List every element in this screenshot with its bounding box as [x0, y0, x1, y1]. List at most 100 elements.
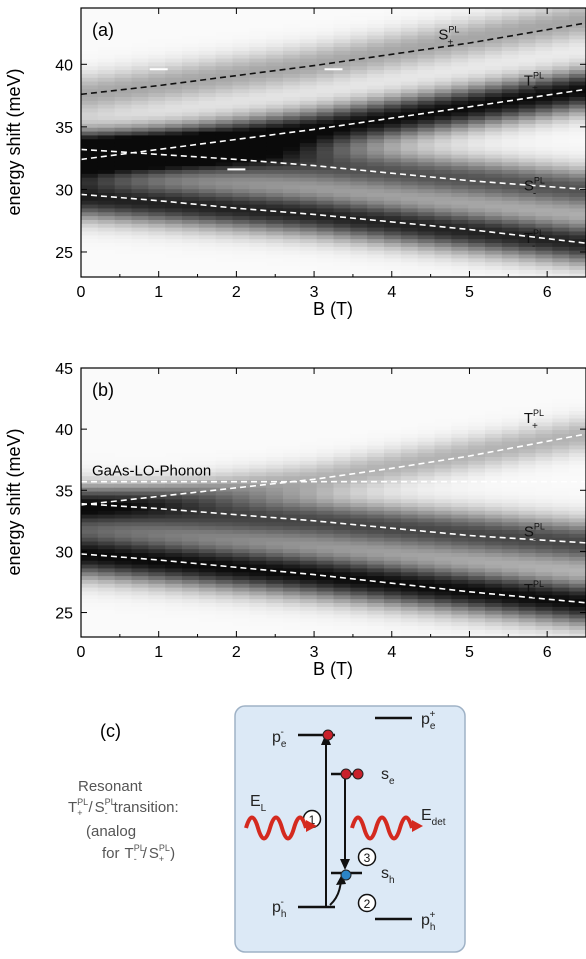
heatmap-cell: [367, 161, 385, 167]
heatmap-cell: [367, 444, 385, 450]
heatmap-cell: [518, 57, 537, 63]
heatmap-cell: [283, 269, 301, 274]
heatmap-cell: [468, 433, 486, 438]
heatmap-cell: [182, 54, 200, 59]
heatmap-cell: [333, 138, 351, 144]
heatmap-cell: [182, 448, 200, 454]
heatmap-cell: [114, 92, 133, 97]
heatmap-cell: [384, 464, 402, 469]
heatmap-cell: [333, 157, 351, 163]
heatmap-cell: [182, 161, 200, 167]
heatmap-cell: [182, 398, 200, 404]
heatmap-cell: [316, 517, 335, 523]
heatmap-cell: [417, 15, 436, 21]
heatmap-cell: [485, 629, 503, 634]
heatmap-cell: [148, 92, 166, 97]
heatmap-cell: [468, 253, 486, 259]
heatmap-cell: [316, 433, 335, 438]
heatmap-cell: [131, 150, 149, 155]
heatmap-cell: [198, 46, 217, 51]
heatmap-cell: [569, 571, 586, 577]
heatmap-cell: [434, 127, 452, 132]
heatmap-cell: [81, 77, 99, 82]
heatmap-cell: [97, 375, 116, 381]
heatmap-cell: [266, 467, 284, 473]
heatmap-cell: [552, 448, 570, 454]
heatmap-cell: [182, 571, 200, 577]
heatmap-cell: [417, 46, 436, 51]
heatmap-cell: [518, 196, 537, 201]
heatmap-cell: [384, 514, 402, 519]
heatmap-cell: [81, 269, 99, 274]
heatmap-cell: [215, 579, 234, 584]
heatmap-cell: [249, 460, 267, 465]
heatmap-cell: [148, 521, 166, 527]
heatmap-cell: [299, 253, 318, 259]
heatmap-cell: [232, 246, 250, 251]
heatmap-cell: [501, 533, 520, 538]
heatmap-cell: [232, 227, 250, 232]
heatmap-cell: [434, 563, 452, 569]
heatmap-cell: [501, 514, 520, 519]
heatmap-cell: [266, 464, 284, 469]
heatmap-cell: [131, 425, 149, 431]
heatmap-cell: [384, 433, 402, 438]
heatmap-cell: [81, 150, 99, 155]
heatmap-cell: [367, 452, 385, 457]
heatmap-cell: [215, 261, 234, 267]
heatmap-cell: [518, 510, 537, 515]
heatmap-cell: [182, 533, 200, 538]
heatmap-cell: [501, 606, 520, 611]
heatmap-cell: [198, 61, 217, 67]
heatmap-cell: [198, 15, 217, 21]
heatmap-cell: [249, 154, 267, 159]
heatmap-cell: [148, 15, 166, 21]
heatmap-cell: [384, 617, 402, 623]
heatmap-cell: [518, 203, 537, 209]
heatmap-cell: [316, 571, 335, 577]
heatmap-cell: [215, 490, 234, 496]
heatmap-cell: [350, 594, 368, 600]
heatmap-cell: [451, 452, 469, 457]
heatmap-cell: [266, 92, 284, 97]
heatmap-cell: [384, 517, 402, 523]
heatmap-cell: [367, 34, 385, 40]
heatmap-cell: [400, 421, 419, 427]
heatmap-cell: [249, 238, 267, 244]
heatmap-cell: [468, 200, 486, 205]
heatmap-cell: [350, 429, 368, 434]
heatmap-cell: [501, 23, 520, 28]
heatmap-cell: [299, 261, 318, 267]
heatmap-cell: [468, 203, 486, 209]
heatmap-cell: [182, 34, 200, 40]
heatmap-cell: [215, 184, 234, 190]
heatmap-cell: [468, 65, 486, 71]
heatmap-cell: [501, 540, 520, 546]
heatmap-cell: [299, 134, 318, 140]
heatmap-cell: [569, 460, 586, 465]
heatmap-cell: [81, 510, 99, 515]
heatmap-cell: [417, 115, 436, 121]
heatmap-cell: [97, 177, 116, 182]
heatmap-cell: [485, 537, 503, 542]
heatmap-cell: [299, 540, 318, 546]
heatmap-cell: [350, 188, 368, 194]
heatmap-cell: [333, 629, 351, 634]
heatmap-cell: [333, 560, 351, 565]
heatmap-cell: [518, 490, 537, 496]
heatmap-cell: [299, 383, 318, 388]
heatmap-cell: [283, 606, 301, 611]
heatmap-cell: [400, 77, 419, 82]
heatmap-cell: [266, 173, 284, 178]
heatmap-cell: [283, 529, 301, 534]
heatmap-cell: [198, 134, 217, 140]
heatmap-cell: [114, 594, 133, 600]
step-2-number: 2: [364, 897, 371, 911]
heatmap-cell: [367, 142, 385, 147]
heatmap-cell: [215, 498, 234, 504]
heatmap-cell: [316, 579, 335, 584]
fit-line-tpl-plus: [81, 88, 586, 161]
heatmap-cell: [165, 246, 183, 251]
heatmap-cell: [350, 490, 368, 496]
heatmap-cell: [266, 383, 284, 388]
